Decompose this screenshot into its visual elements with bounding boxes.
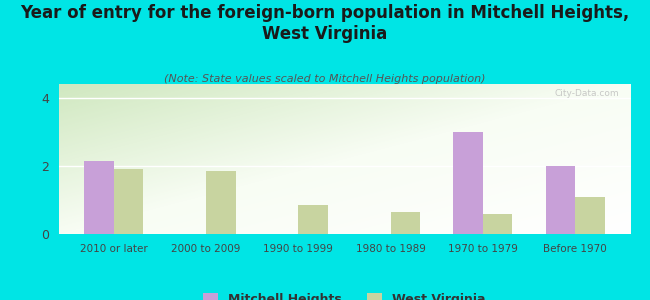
Bar bbox=[298, 205, 328, 234]
Bar bbox=[114, 169, 144, 234]
Bar bbox=[391, 212, 420, 234]
Text: Year of entry for the foreign-born population in Mitchell Heights,
West Virginia: Year of entry for the foreign-born popul… bbox=[20, 4, 630, 43]
Bar bbox=[206, 171, 236, 234]
Bar bbox=[545, 166, 575, 234]
Text: (Note: State values scaled to Mitchell Heights population): (Note: State values scaled to Mitchell H… bbox=[164, 74, 486, 83]
Bar bbox=[453, 132, 483, 234]
Bar bbox=[575, 196, 604, 234]
Text: City-Data.com: City-Data.com bbox=[554, 88, 619, 98]
Bar bbox=[84, 161, 114, 234]
Legend: Mitchell Heights, West Virginia: Mitchell Heights, West Virginia bbox=[203, 293, 486, 300]
Bar bbox=[483, 214, 512, 234]
